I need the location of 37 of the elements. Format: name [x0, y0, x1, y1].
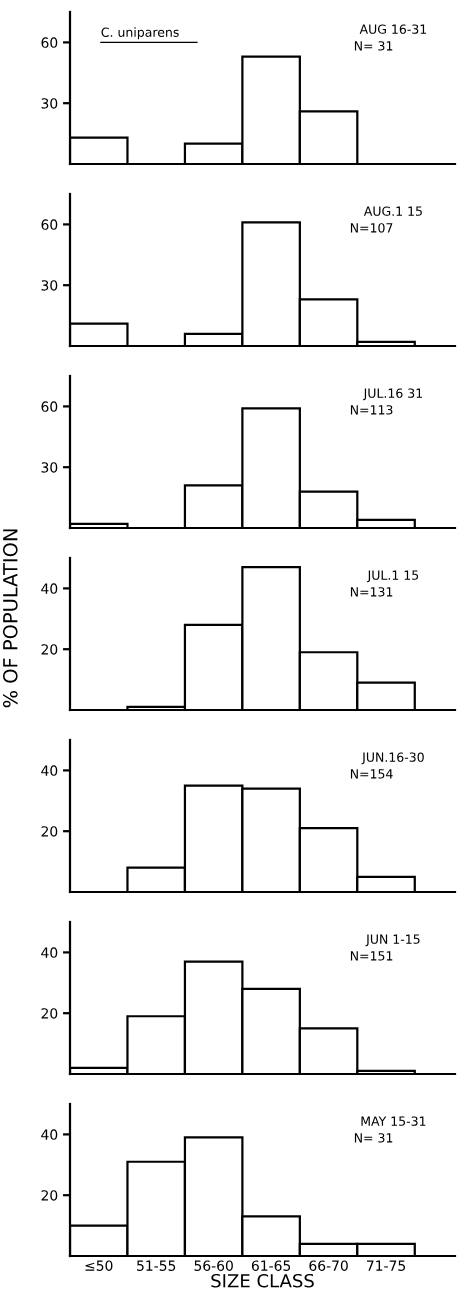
annotation: JUL.16 31 — [362, 388, 423, 401]
y-tick-label: 40 — [41, 583, 58, 594]
annotation: AUG.1 15 — [363, 206, 422, 216]
y-tick-label: 40 — [41, 947, 58, 958]
x-tick-label: 56-60 — [194, 1260, 233, 1271]
y-tick-label: 20 — [41, 1008, 58, 1019]
annotation: N=131 — [350, 587, 393, 597]
y-tick-label: 40 — [41, 765, 58, 776]
annotation: JUN.16-30 — [361, 752, 424, 765]
y-tick-label: 40 — [41, 1129, 58, 1140]
y-tick-label: 60 — [41, 401, 58, 412]
annotation: N= 31 — [354, 41, 393, 51]
y-tick-label: 30 — [41, 462, 58, 473]
x-tick-label: 71-75 — [367, 1260, 406, 1271]
x-tick-label: 51-55 — [137, 1260, 176, 1271]
y-axis-title: % OF POPULATION — [2, 529, 18, 708]
annotation: JUL.1 15 — [366, 570, 419, 583]
y-tick-label: 30 — [41, 98, 58, 109]
x-axis-title: SIZE CLASS — [211, 1273, 314, 1288]
annotation: AUG 16-31 — [359, 24, 427, 34]
x-tick-label: ≤50 — [85, 1260, 113, 1271]
annotation: C. uniparens — [101, 27, 179, 40]
annotation: N=151 — [350, 951, 393, 961]
annotation: JUN 1-15 — [365, 934, 420, 947]
x-tick-label: 66-70 — [309, 1260, 348, 1271]
x-tick-label: 61-65 — [251, 1260, 291, 1271]
y-tick-label: 60 — [41, 219, 58, 230]
annotation: N= 31 — [354, 1133, 393, 1143]
y-tick-label: 60 — [41, 37, 58, 48]
y-tick-label: 20 — [41, 644, 58, 655]
y-tick-label: 20 — [41, 826, 58, 837]
y-tick-label: 30 — [41, 280, 58, 291]
annotation: N=107 — [350, 223, 393, 233]
y-tick-label: 20 — [41, 1190, 58, 1201]
annotation: N=154 — [350, 769, 393, 779]
annotation: N=113 — [350, 405, 393, 415]
annotation: MAY 15-31 — [361, 1116, 426, 1126]
